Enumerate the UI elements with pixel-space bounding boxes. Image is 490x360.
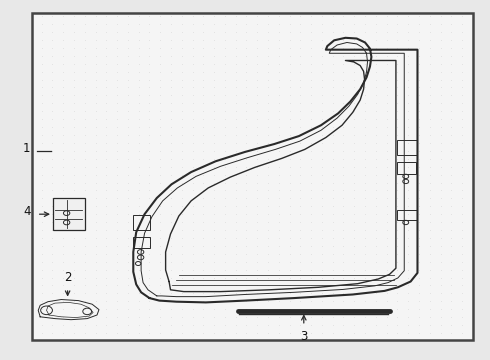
- Text: 2: 2: [64, 271, 72, 284]
- Bar: [397, 210, 416, 220]
- Text: 4: 4: [23, 205, 30, 218]
- Bar: [53, 198, 85, 230]
- Bar: [397, 140, 416, 155]
- Text: 3: 3: [300, 330, 308, 343]
- Text: 1: 1: [23, 142, 30, 155]
- Bar: [397, 162, 416, 174]
- Bar: [133, 237, 150, 248]
- FancyBboxPatch shape: [32, 13, 473, 340]
- Bar: [133, 215, 150, 230]
